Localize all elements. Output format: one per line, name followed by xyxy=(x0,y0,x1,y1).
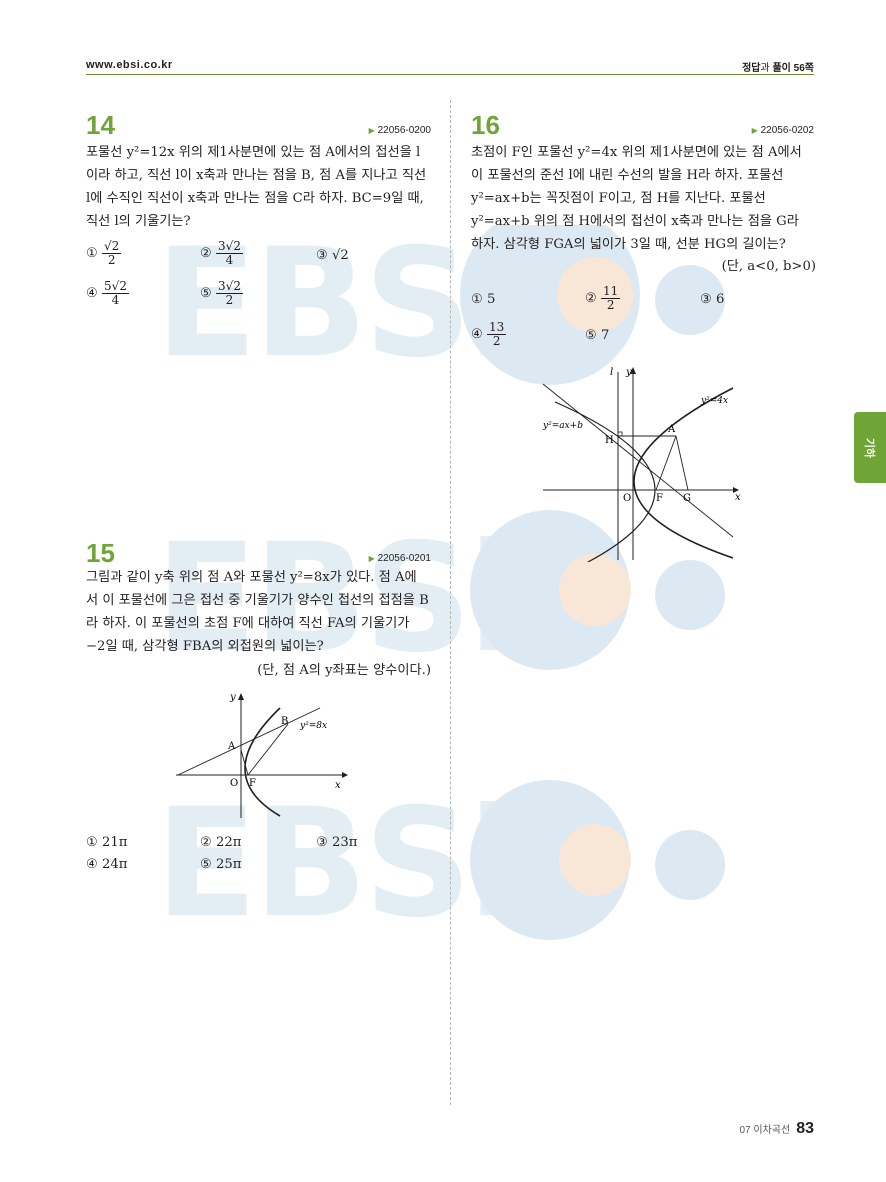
parabola-y2-4x xyxy=(634,388,733,558)
question-16-code: ▶ 22056-0202 xyxy=(752,125,814,136)
question-15-code: ▶ 22056-0201 xyxy=(369,553,431,564)
segment-fb xyxy=(248,724,288,775)
watermark-circle-large xyxy=(470,780,630,940)
column-divider xyxy=(450,100,451,1105)
question-15-figure: y x O F A B y²=8x xyxy=(170,688,355,820)
label-y: y xyxy=(229,692,236,703)
question-14-number: 14 xyxy=(86,110,115,141)
watermark-circle-accent xyxy=(559,554,631,626)
label-y: y xyxy=(625,367,632,378)
page-footer: 07 이차곡선 83 xyxy=(740,1120,815,1138)
segment-fa xyxy=(656,436,676,490)
label-h: H xyxy=(605,435,614,446)
q16-choice-2[interactable]: ② 11 2 xyxy=(585,285,620,312)
header-url: www.ebsi.co.kr xyxy=(86,59,173,71)
label-curve: y²=8x xyxy=(299,721,327,731)
q15-choice-4[interactable]: ④ 24π xyxy=(86,857,127,872)
q16-choice-3[interactable]: ③ 6 xyxy=(700,292,724,307)
question-14-code: ▶ 22056-0200 xyxy=(369,125,431,136)
label-x: x xyxy=(335,780,341,791)
label-a: A xyxy=(227,741,236,752)
label-curve-1: y²=4x xyxy=(700,396,728,406)
watermark-circle-small xyxy=(655,830,725,900)
y-axis-arrow xyxy=(238,693,244,700)
label-a: A xyxy=(667,424,676,435)
question-15-number: 15 xyxy=(86,538,115,569)
q14-choice-5[interactable]: ⑤ 3√2 2 xyxy=(200,280,243,307)
question-16-figure: l y x O F G A H y²=4x y²=ax+b xyxy=(535,362,750,562)
q14-choice-2[interactable]: ② 3√2 4 xyxy=(200,240,243,267)
watermark-circle-accent xyxy=(559,824,631,896)
tangent-line-hg xyxy=(543,384,733,537)
watermark-circle-small xyxy=(655,560,725,630)
label-curve-2: y²=ax+b xyxy=(542,421,583,431)
tangent-line xyxy=(178,708,320,775)
label-l: l xyxy=(610,367,613,378)
answer-reference: 정답과 풀이 56쪽 xyxy=(742,59,814,74)
q15-choice-5[interactable]: ⑤ 25π xyxy=(200,857,241,872)
q15-choice-2[interactable]: ② 22π xyxy=(200,835,241,850)
right-angle-mark xyxy=(618,432,622,436)
q16-choice-4[interactable]: ④ 13 2 xyxy=(471,321,506,348)
question-16-number: 16 xyxy=(471,110,500,141)
label-f: F xyxy=(249,778,256,789)
question-16-text: 초점이 F인 포물선 y²=4x 위의 제1사분면에 있는 점 A에서 이 포물… xyxy=(471,141,816,256)
label-o: O xyxy=(230,778,238,789)
q15-choice-3[interactable]: ③ 23π xyxy=(316,835,357,850)
q16-choice-1[interactable]: ① 5 xyxy=(471,292,495,307)
question-15-condition: (단, 점 A의 y좌표는 양수이다.) xyxy=(86,659,431,678)
q16-choice-5[interactable]: ⑤ 7 xyxy=(585,328,609,343)
label-f: F xyxy=(656,493,663,504)
question-15-text: 그림과 같이 y축 위의 점 A와 포물선 y²=8x가 있다. 점 A에 서 … xyxy=(86,566,431,658)
header-divider xyxy=(86,74,814,75)
q14-choice-3[interactable]: ③ √2 xyxy=(316,248,349,263)
label-b: B xyxy=(281,716,288,727)
x-axis-arrow xyxy=(342,772,348,778)
q14-choice-4[interactable]: ④ 5√2 4 xyxy=(86,280,129,307)
q14-choice-1[interactable]: ① √2 2 xyxy=(86,240,121,267)
label-o: O xyxy=(623,493,631,504)
chapter-side-tab: 기하 xyxy=(854,412,886,483)
segment-ga xyxy=(676,436,688,490)
label-x: x xyxy=(735,492,741,503)
q15-choice-1[interactable]: ① 21π xyxy=(86,835,127,850)
parabola-curve xyxy=(245,708,280,816)
label-g: G xyxy=(683,493,691,504)
question-14-text: 포물선 y²=12x 위의 제1사분면에 있는 점 A에서의 접선을 l 이라 … xyxy=(86,141,431,233)
question-16-condition: (단, a<0, b>0) xyxy=(471,255,816,274)
